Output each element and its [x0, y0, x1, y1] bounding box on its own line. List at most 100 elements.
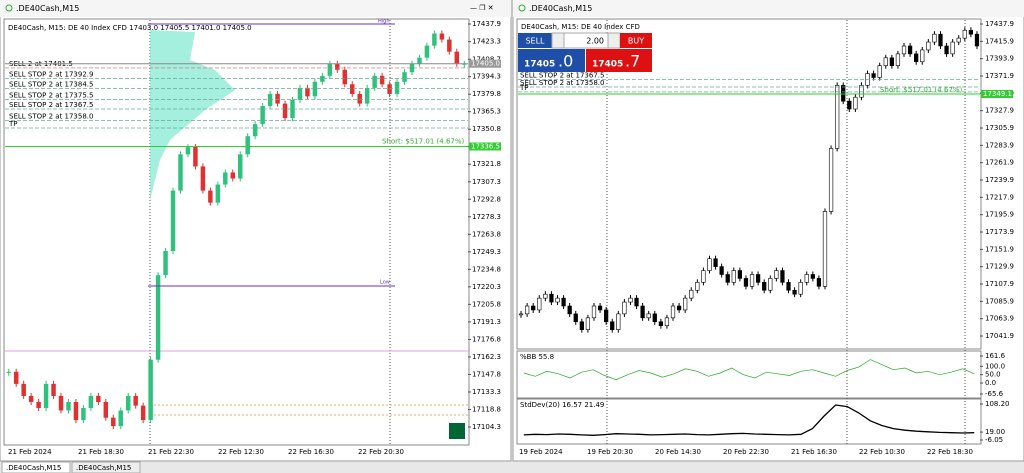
lot-down[interactable] [551, 32, 565, 49]
candle [932, 33, 937, 43]
x-tick-label: 21 Feb 22:30 [148, 448, 194, 456]
y-tick-label: 17278.3 [472, 213, 501, 221]
candle [597, 305, 603, 311]
candle [561, 297, 566, 307]
candle [646, 313, 651, 319]
candle [185, 147, 191, 155]
candle [537, 297, 542, 311]
y-tick-label: -65.6 [985, 390, 1004, 398]
candle [417, 57, 422, 64]
y-tick-label: 17151.9 [985, 245, 1014, 253]
y-tick-label: 17283.9 [985, 141, 1014, 149]
tab[interactable] [71, 461, 141, 473]
candle [889, 57, 894, 66]
candle [305, 87, 310, 97]
y-tick-label: 17239.9 [985, 176, 1014, 184]
y-tick-label: 17408.7 [472, 55, 501, 63]
lot-up[interactable] [607, 32, 621, 49]
candle [664, 317, 670, 327]
tab[interactable] [1, 461, 71, 473]
order-label: SELL STOP 2 at 17367.5 [9, 101, 93, 109]
header: DE40Cash, M15: DE 40 Index CFD [521, 23, 640, 31]
candle [950, 41, 955, 55]
price-tag-label: 17336.5 [471, 142, 500, 150]
y-tick-label: 161.6 [985, 352, 1006, 360]
x-tick-label: 20 Feb 14:30 [655, 448, 701, 456]
candle [275, 93, 280, 104]
candle [73, 401, 79, 421]
y-tick-label: 17234.8 [472, 265, 501, 273]
y-tick-label: 17393.9 [985, 55, 1014, 63]
candle [713, 258, 718, 267]
candle [350, 84, 355, 94]
order-label: SELL STOP 2 at 17358.0 [9, 113, 93, 121]
candle [379, 75, 385, 85]
sell-button[interactable] [518, 33, 552, 48]
candle [6, 371, 11, 373]
y-tick-label: 17305.9 [985, 124, 1014, 132]
tab-label: .DE40Cash,M15 [76, 464, 131, 472]
y-tick-label: 17147.8 [472, 370, 501, 378]
candle [920, 49, 925, 63]
candle [223, 172, 228, 185]
y-tick-label: 17394.3 [472, 73, 501, 81]
candle [762, 282, 767, 291]
order-label: SELL STOP 2 at 17358.0 [520, 79, 604, 87]
buy-price-box[interactable] [586, 49, 652, 72]
order-label: SELL STOP 2 at 17375.5 [9, 91, 93, 99]
y-tick-label: 0.0 [985, 379, 996, 387]
candle [103, 401, 109, 418]
y-tick-label: 17371.9 [985, 72, 1014, 80]
x-tick-label: 21 Feb 2024 [8, 448, 52, 456]
y-tick-label: 17321.8 [472, 160, 501, 168]
candle [364, 87, 370, 104]
indicator-label: StdDev(20) 16.57 21.49 [520, 401, 604, 409]
candle [357, 93, 362, 104]
right-titlebar[interactable] [513, 0, 1024, 17]
candle [454, 51, 460, 64]
candle [555, 297, 560, 303]
candle [579, 321, 584, 330]
header: DE40Cash, M15: DE 40 Index CFD 17403.0 1… [8, 24, 252, 32]
y-tick-label: 17129.9 [985, 263, 1014, 271]
candle [853, 96, 858, 110]
x-tick-label: 22 Feb 10:30 [859, 448, 905, 456]
candle [66, 401, 71, 411]
y-tick-label: 17350.8 [472, 125, 501, 133]
candle [676, 305, 682, 311]
tab-label: .DE40Cash,M15 [6, 464, 61, 472]
candle [749, 274, 755, 287]
candle [725, 274, 730, 283]
buy-button[interactable] [620, 33, 652, 48]
y-tick-label: 17437.9 [472, 20, 501, 28]
candle [859, 85, 864, 98]
icon [518, 4, 526, 12]
candle [591, 305, 597, 319]
y-tick-label: 17379.8 [472, 90, 501, 98]
y-tick-label: 17063.9 [985, 315, 1014, 323]
sell-price-fraction: .0 [558, 52, 573, 71]
y-tick-label: 17263.8 [472, 230, 501, 238]
order-label: SELL STOP 2 at 17392.9 [9, 70, 93, 78]
candle [883, 57, 888, 66]
y-tick-label: -6.05 [985, 436, 1003, 444]
indicator-line [523, 359, 975, 381]
y-tick-label: 17173.9 [985, 228, 1014, 236]
candle [88, 395, 94, 409]
candle [780, 270, 785, 283]
candle [938, 33, 943, 47]
indicator-label: %BB 55.8 [520, 353, 554, 361]
candle [51, 383, 56, 396]
window-buttons[interactable]: — ❐ ✕ [470, 4, 494, 12]
left-titlebar[interactable] [0, 0, 511, 17]
y-tick-label: 17249.3 [472, 248, 501, 256]
buy-price: 17405 [592, 60, 623, 70]
candle [237, 154, 243, 179]
candle [28, 395, 34, 402]
sell-price-box[interactable] [518, 49, 585, 72]
candle [695, 282, 700, 291]
candle [524, 305, 530, 315]
candle [327, 63, 333, 76]
candle [402, 72, 407, 82]
